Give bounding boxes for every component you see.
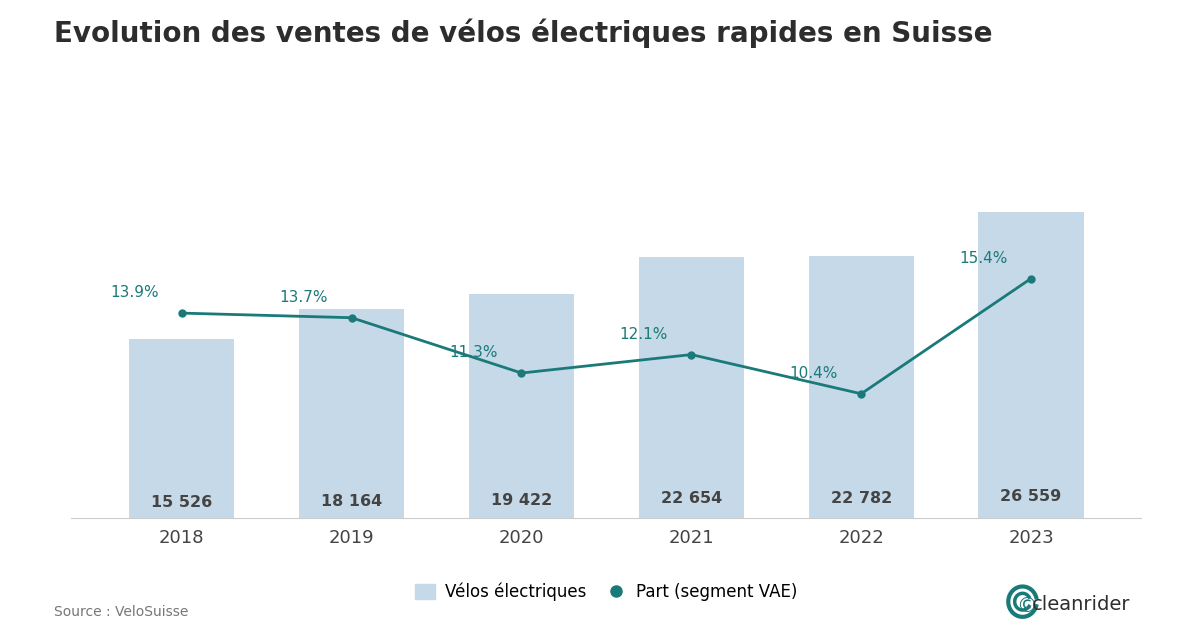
Text: 22 782: 22 782	[831, 492, 892, 506]
Text: 12.1%: 12.1%	[619, 327, 668, 342]
Bar	[298, 309, 404, 518]
Bar	[130, 339, 234, 518]
Text: 22 654: 22 654	[661, 492, 722, 506]
Text: ©: ©	[1017, 596, 1038, 616]
Text: 18 164: 18 164	[321, 494, 382, 509]
Text: 15.4%: 15.4%	[960, 251, 1007, 266]
Bar	[809, 256, 914, 518]
Text: 10.4%: 10.4%	[789, 366, 838, 381]
Text: Evolution des ventes de vélos électriques rapides en Suisse: Evolution des ventes de vélos électrique…	[54, 19, 992, 49]
Text: 26 559: 26 559	[1000, 489, 1062, 504]
Text: 11.3%: 11.3%	[449, 345, 498, 360]
Text: cleanrider: cleanrider	[1032, 595, 1131, 614]
Text: Source : VeloSuisse: Source : VeloSuisse	[54, 605, 188, 619]
Legend: Vélos électriques, Part (segment VAE): Vélos électriques, Part (segment VAE)	[408, 576, 805, 608]
Bar	[979, 212, 1083, 518]
Text: 15 526: 15 526	[151, 495, 213, 510]
Text: 19 422: 19 422	[491, 493, 552, 508]
Text: 13.9%: 13.9%	[109, 286, 158, 300]
Text: 13.7%: 13.7%	[279, 290, 328, 305]
Bar	[638, 257, 744, 518]
Bar	[468, 295, 574, 518]
